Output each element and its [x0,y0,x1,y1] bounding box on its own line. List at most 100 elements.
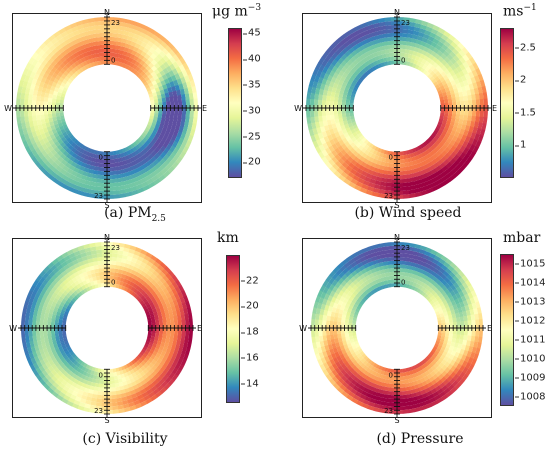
ring-cell [318,144,326,152]
ring-cell [306,110,311,118]
ring-cell [116,371,121,376]
ring-cell [365,55,372,61]
ring-cell [441,279,448,286]
ring-cell [153,311,158,317]
ring-cell [390,186,397,192]
ring-cell [55,98,61,104]
ring-cell [413,247,420,253]
ring-cell [167,133,174,140]
ring-cell [432,346,438,351]
ring-cell [373,43,380,49]
ring-cell [79,386,86,392]
ring-cell [388,48,394,54]
ring-cell [358,139,364,146]
ring-cell [401,178,408,184]
ring-cell [56,95,61,100]
ring-cell [426,381,433,388]
ring-cell [350,178,358,185]
ring-cell [385,186,392,191]
ring-cell [458,139,465,146]
ring-cell [367,359,373,365]
ring-cells [20,242,194,414]
ring-cell [418,361,424,367]
ring-cell [446,155,453,163]
ring-cell [115,264,121,270]
ring-cell [38,283,46,291]
ring-cell [400,376,405,381]
ring-cells [15,17,199,199]
ring-cell [448,354,455,361]
ring-cell [89,246,97,252]
ring-cell [390,368,395,373]
ring-cell [62,329,66,333]
ring-cell [330,352,337,360]
ring-cell [420,160,427,167]
ring-cell [163,342,169,348]
ring-cell [426,187,435,194]
ring-cell [83,184,91,190]
ring-cell [330,338,336,345]
ring-cell [351,344,357,350]
ring-cell [107,249,113,254]
ring-cell [60,261,68,268]
ring-cell [428,292,434,299]
ring-cell [437,306,443,312]
ring-cell [123,286,129,292]
ring-cell [174,293,180,301]
ring-cell [381,53,387,59]
ring-cell [346,264,354,271]
ring-cell [358,144,364,151]
ring-cell [325,320,331,326]
ring-cell [386,56,391,62]
compass-label: S [394,201,399,210]
ring-cell [101,253,108,258]
ring-cell [48,359,55,366]
ring-cell [115,45,121,50]
ring-cell [53,297,59,304]
ring-cell [152,343,157,348]
ring-cell [375,176,383,182]
ring-cell [468,64,476,72]
ring-cell [386,174,393,180]
ring-cell [157,113,163,118]
ring-cell [383,386,389,392]
ring-cell [332,137,339,144]
ring-cell [92,169,99,175]
ring-cell [349,109,354,113]
ring-cell [49,121,55,127]
compass-label: E [197,324,202,333]
ring-cell [48,34,57,42]
ring-cell [44,298,50,305]
ring-cell [22,341,28,349]
ring-cell [165,127,172,134]
ring-cell [477,73,484,82]
ring-cell [102,48,108,53]
ring-cell [71,137,77,143]
ring-cell [163,122,169,128]
ring-cell [350,168,358,176]
ring-cell [360,357,366,364]
ring-cell [91,173,98,179]
ring-cell [51,318,56,323]
ring-cell [35,299,42,307]
ring-cell [406,257,413,263]
ring-cell [59,102,64,107]
ring-cell [173,100,179,106]
ring-cell [91,53,97,59]
ring-cell [374,26,381,32]
ring-cell [172,310,178,317]
ring-cell [422,396,429,402]
colorbar-tick-label: 30 [243,105,261,117]
ring-cell [452,374,459,381]
ring-cell [134,403,142,409]
ring-cell [360,292,366,298]
ring-cell [96,150,101,156]
ring-cell [352,44,360,51]
ring-cell [455,96,461,103]
ring-cell [453,61,460,69]
ring-cell [48,377,56,385]
ring-cell [59,109,64,113]
ring-cell [366,141,372,147]
ring-cell [441,322,446,327]
ring-cell [367,405,375,411]
